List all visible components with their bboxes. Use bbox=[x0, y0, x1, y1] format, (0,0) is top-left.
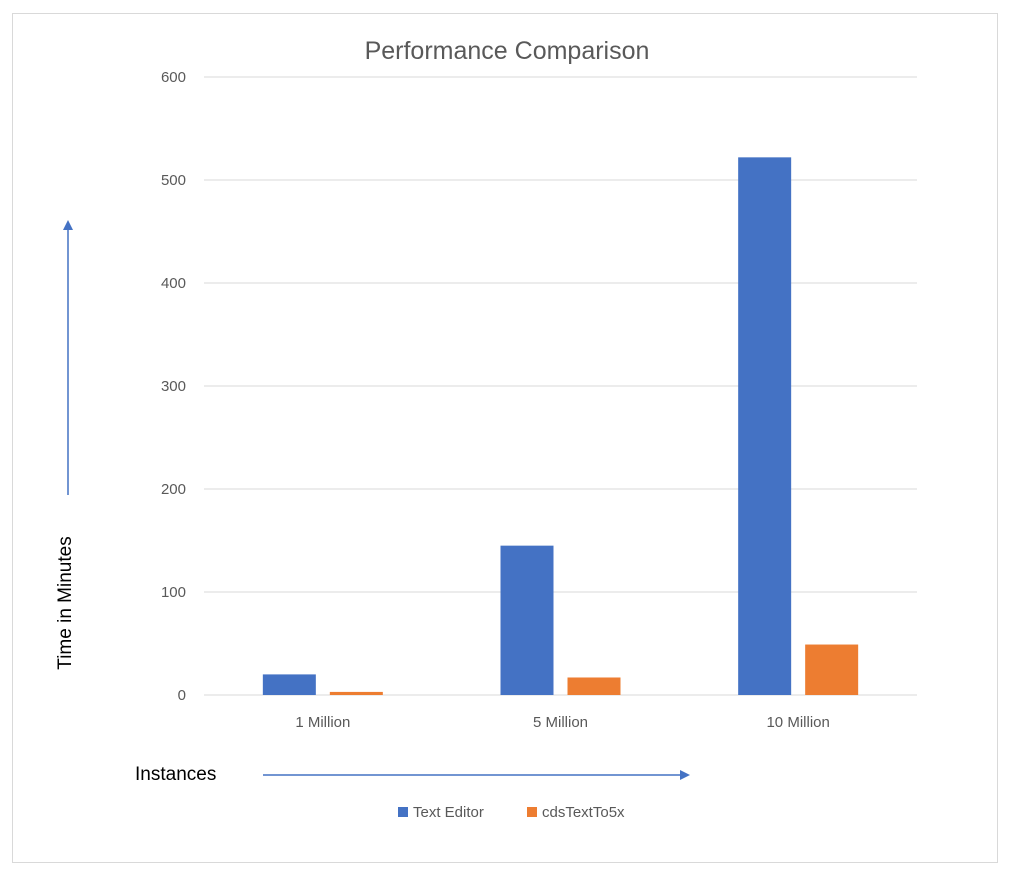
legend-label: Text Editor bbox=[413, 804, 484, 821]
y-tick-label: 400 bbox=[161, 275, 186, 292]
legend-label: cdsTextTo5x bbox=[542, 804, 625, 821]
legend-swatch bbox=[527, 807, 537, 817]
y-axis-ticks: 0 100 200 300 400 500 600 bbox=[161, 69, 186, 704]
bar-text-editor-2 bbox=[738, 157, 792, 696]
y-axis-title: Time in Minutes bbox=[55, 536, 76, 669]
chart-title: Performance Comparison bbox=[365, 37, 650, 65]
bar-text-editor-0 bbox=[262, 674, 316, 695]
x-axis-title-group: Instances bbox=[135, 764, 690, 785]
legend-swatch bbox=[398, 807, 408, 817]
legend: Text Editor cdsTextTo5x bbox=[398, 804, 625, 821]
y-tick-label: 200 bbox=[161, 481, 186, 498]
y-tick-label: 0 bbox=[178, 687, 186, 704]
y-axis-title-group: Time in Minutes bbox=[55, 220, 76, 670]
bar-cdstextto5x-1 bbox=[567, 677, 621, 695]
y-tick-label: 600 bbox=[161, 69, 186, 86]
x-axis-ticks: 1 Million 5 Million 10 Million bbox=[295, 714, 830, 731]
x-tick-label: 5 Million bbox=[533, 714, 588, 731]
y-tick-label: 300 bbox=[161, 378, 186, 395]
y-tick-label: 500 bbox=[161, 172, 186, 189]
x-tick-label: 10 Million bbox=[766, 714, 829, 731]
y-tick-label: 100 bbox=[161, 584, 186, 601]
bars bbox=[262, 157, 859, 696]
bar-cdstextto5x-0 bbox=[329, 691, 383, 695]
x-axis-title: Instances bbox=[135, 764, 216, 785]
gridlines bbox=[204, 76, 917, 696]
x-tick-label: 1 Million bbox=[295, 714, 350, 731]
chart-frame bbox=[12, 13, 998, 863]
bar-cdstextto5x-2 bbox=[805, 644, 859, 695]
bar-text-editor-1 bbox=[500, 545, 554, 695]
